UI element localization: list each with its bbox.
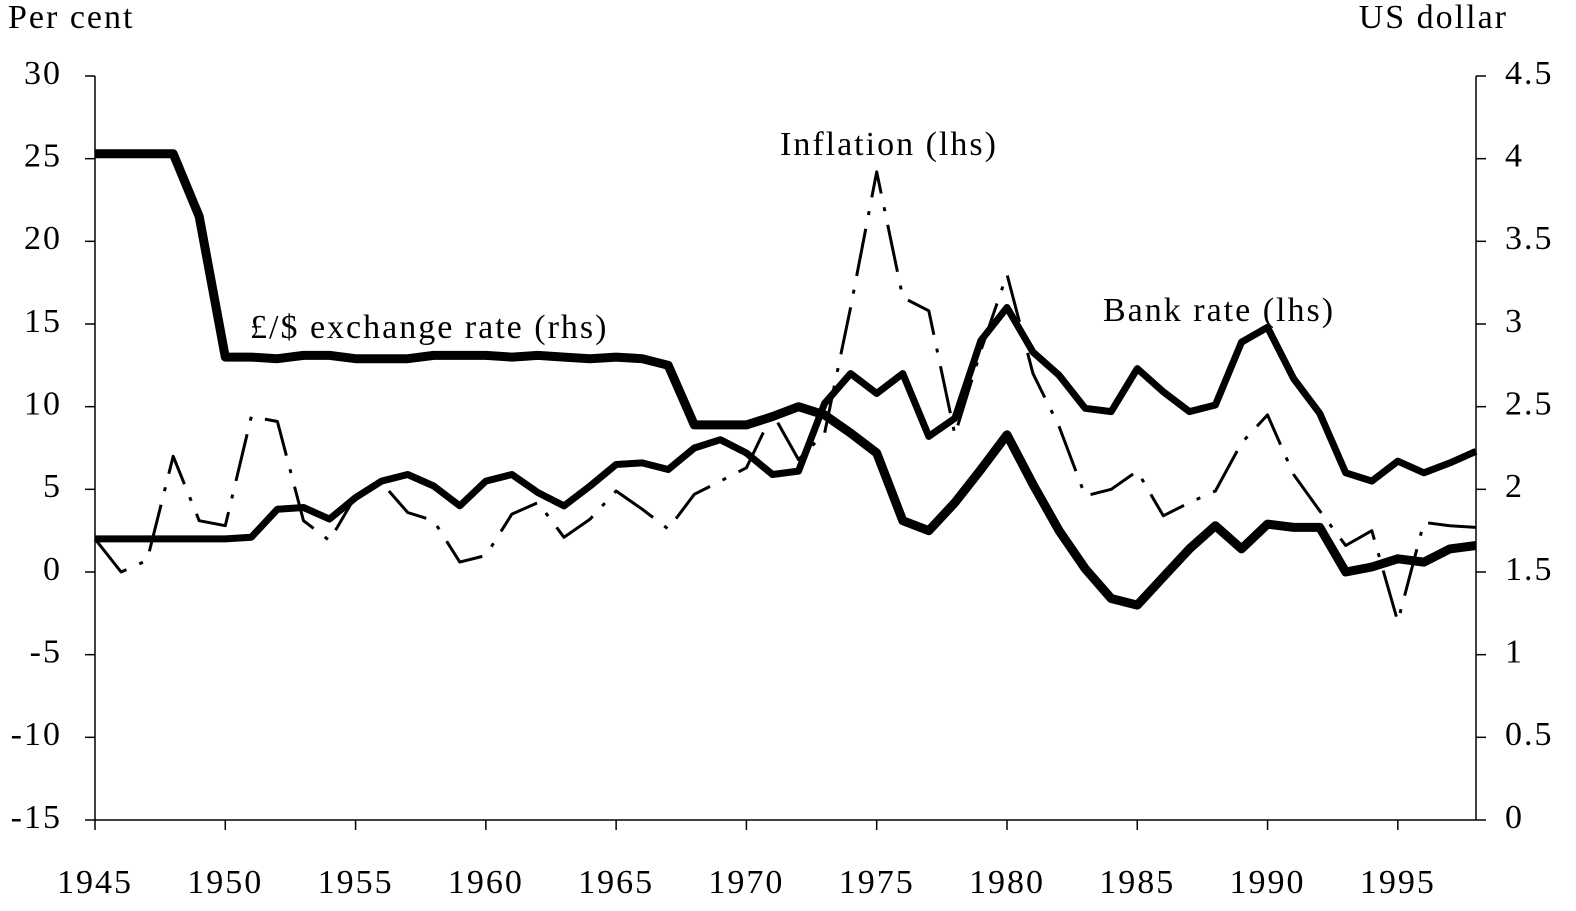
series-line — [93, 170, 1477, 624]
y-tick-label: 25 — [24, 137, 62, 174]
series-line — [95, 304, 1478, 543]
y2-tick-label: 4.5 — [1505, 55, 1554, 92]
y-tick-label: 15 — [24, 303, 62, 340]
x-tick-label: 1990 — [1230, 864, 1306, 901]
x-tick-label: 1970 — [708, 864, 784, 901]
x-tick-label: 1945 — [57, 864, 133, 901]
y-tick-label: 0 — [43, 551, 62, 588]
y2-tick-label: 2 — [1505, 468, 1524, 505]
x-tick-label: 1960 — [448, 864, 524, 901]
y-tick-label: 5 — [43, 468, 62, 505]
y2-tick-label: 0 — [1505, 799, 1524, 836]
y2-tick-label: 3 — [1505, 303, 1524, 340]
series-line — [95, 149, 1477, 610]
y2-tick-label: 3.5 — [1505, 220, 1554, 257]
y2-tick-label: 1 — [1505, 633, 1524, 670]
x-tick-label: 1980 — [969, 864, 1045, 901]
series-label: Inflation (lhs) — [780, 126, 998, 163]
y-tick-label: 20 — [24, 220, 62, 257]
x-tick-label: 1985 — [1099, 864, 1175, 901]
y2-tick-label: 1.5 — [1505, 551, 1554, 588]
y-tick-label: -15 — [11, 799, 62, 836]
y-tick-label: -10 — [11, 716, 62, 753]
x-tick-label: 1975 — [839, 864, 915, 901]
x-tick-label: 1965 — [578, 864, 654, 901]
x-tick-label: 1955 — [318, 864, 394, 901]
y2-tick-label: 4 — [1505, 137, 1524, 174]
y-tick-label: -5 — [30, 633, 62, 670]
series-label: £/$ exchange rate (rhs) — [250, 309, 608, 346]
series-label: Bank rate (lhs) — [1103, 292, 1335, 329]
x-tick-label: 1950 — [187, 864, 263, 901]
y2-tick-label: 2.5 — [1505, 385, 1554, 422]
y-tick-label: 10 — [24, 385, 62, 422]
y-tick-label: 30 — [24, 55, 62, 92]
y-axis-label: Per cent — [8, 0, 134, 36]
x-tick-label: 1995 — [1360, 864, 1436, 901]
y2-tick-label: 0.5 — [1505, 716, 1554, 753]
y2-axis-label: US dollar — [1359, 0, 1508, 36]
